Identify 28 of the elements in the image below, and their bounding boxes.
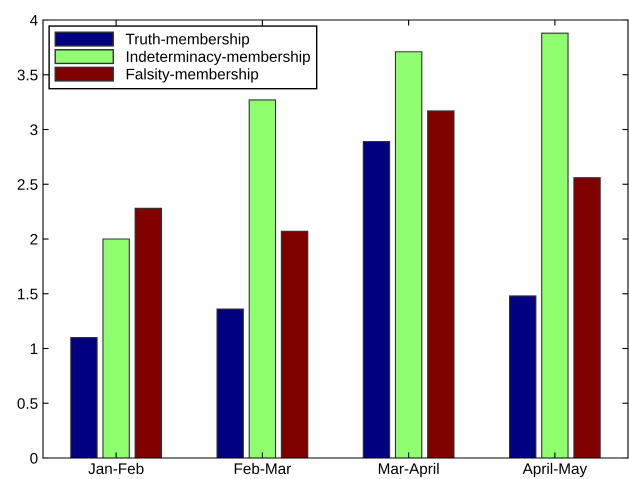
x-tick-label: Feb-Mar (234, 462, 291, 474)
y-tick-label: 0 (30, 452, 38, 464)
bar (102, 238, 130, 458)
y-tick-label: 4 (30, 15, 38, 26)
bar (70, 336, 98, 458)
bar (362, 140, 390, 458)
bar (541, 32, 569, 458)
legend-label: Truth-membership (126, 33, 250, 48)
y-tick-label: 3 (30, 124, 38, 136)
bar (573, 177, 601, 458)
legend-label: Indeterminacy-membership (126, 50, 310, 65)
y-tick-label: 2.5 (18, 179, 38, 190)
legend-label: Falsity-membership (126, 68, 258, 83)
y-tick-label: 0.5 (18, 398, 38, 409)
bar (280, 230, 308, 458)
bar (134, 208, 162, 458)
y-tick-label: 2 (30, 234, 38, 245)
bar (394, 51, 422, 458)
bar (248, 99, 276, 458)
y-tick-label: 3.5 (17, 70, 38, 80)
y-tick-label: 1.5 (18, 288, 38, 300)
bar (508, 295, 536, 458)
bar (427, 110, 455, 458)
bar (216, 308, 244, 458)
x-tick-label: April-May (522, 462, 588, 478)
x-tick-label: Jan-Feb (88, 462, 144, 474)
x-tick-label: Mar-April (378, 462, 439, 478)
y-tick-label: 1 (30, 344, 38, 354)
